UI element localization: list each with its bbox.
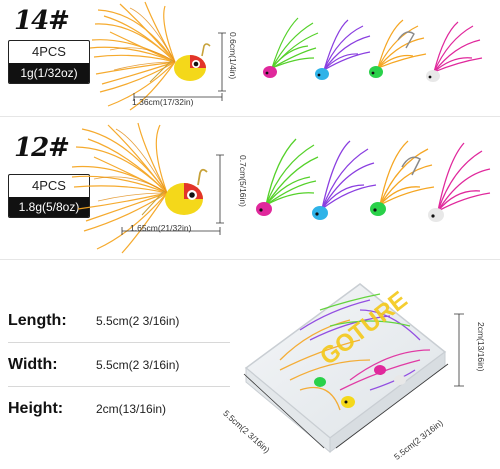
box-height-dimension: 2cm(13/16in)	[476, 322, 486, 372]
size-14-title: 14#	[14, 6, 70, 36]
size-14-large-lure-image	[89, 1, 211, 111]
spec-width-value: 5.5cm(2 3/16in)	[96, 358, 180, 372]
size-12-title: 12#	[14, 133, 70, 163]
size-14-length-dimension: 1.36cm(17/32in)	[132, 97, 194, 107]
size-12-color-variants-image	[256, 138, 491, 222]
size-12-weight: 1.8g(5/8oz)	[9, 197, 89, 217]
spec-length-row: Length: 5.5cm(2 3/16in)	[8, 312, 238, 336]
spec-length-label: Length:	[8, 312, 67, 329]
spec-divider-1	[8, 342, 230, 343]
size-14-weight: 1g(1/32oz)	[9, 63, 89, 83]
box-height-dimension-line	[454, 313, 464, 387]
spec-length-value: 5.5cm(2 3/16in)	[96, 314, 180, 328]
size-12-quantity: 4PCS	[32, 178, 66, 193]
size-12-quantity-box: 4PCS 1.8g(5/8oz)	[8, 174, 90, 218]
size-12-large-lure-image	[71, 122, 208, 254]
spec-width-row: Width: 5.5cm(2 3/16in)	[8, 356, 238, 380]
size-14-quantity: 4PCS	[32, 44, 66, 59]
panel-size-14: 14# 4PCS 1g(1/32oz) 0.6cm(1/4in) 1.36cm(…	[0, 0, 500, 114]
spec-height-value: 2cm(13/16in)	[96, 402, 167, 416]
size-14-height-dimension: 0.6cm(1/4in)	[228, 32, 238, 80]
size-14-dimension-lines	[133, 32, 226, 101]
size-14-color-variants-image	[263, 17, 483, 82]
size-14-quantity-box: 4PCS 1g(1/32oz)	[8, 40, 90, 84]
spec-width-label: Width:	[8, 356, 58, 373]
spec-height-label: Height:	[8, 400, 64, 417]
panel-size-12: 12# 4PCS 1.8g(5/8oz) 0.7cm(5/16in) 1.65c…	[0, 119, 500, 256]
spec-divider-2	[8, 386, 230, 387]
size-12-height-dimension: 0.7cm(5/16in)	[238, 155, 248, 207]
size-12-dimension-lines	[121, 154, 224, 235]
storage-box-image: GOTURE	[243, 283, 449, 454]
separator-2	[0, 259, 500, 260]
panel-box-specs: Length: 5.5cm(2 3/16in) Width: 5.5cm(2 3…	[0, 262, 500, 469]
size-12-length-dimension: 1.65cm(21/32in)	[130, 223, 192, 233]
spec-height-row: Height: 2cm(13/16in)	[8, 400, 238, 424]
separator-1	[0, 116, 500, 117]
